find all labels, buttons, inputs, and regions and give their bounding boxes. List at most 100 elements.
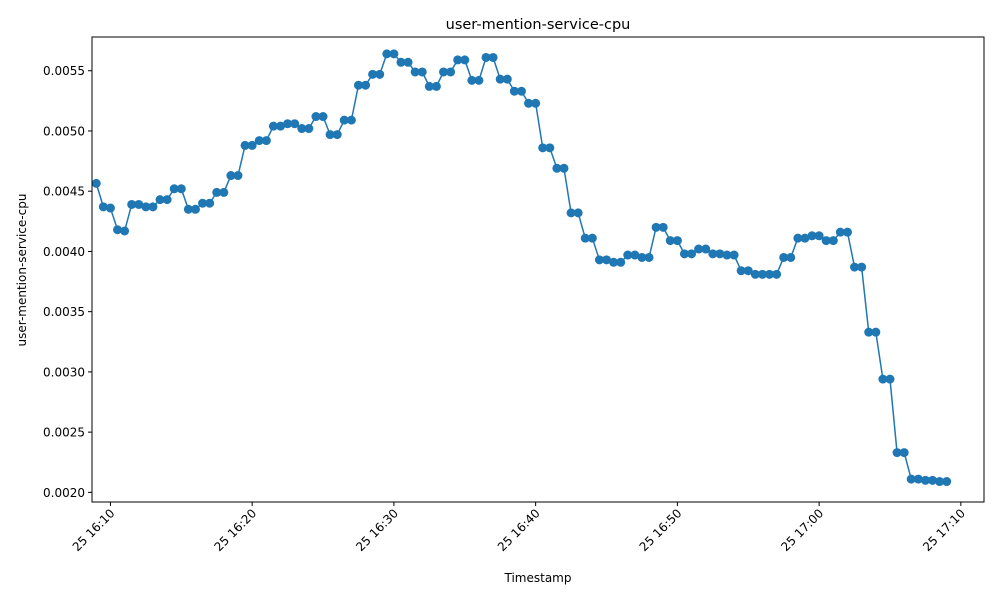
data-point	[212, 187, 222, 197]
data-point	[481, 52, 491, 62]
data-point	[247, 140, 257, 150]
data-point	[389, 49, 399, 59]
data-point	[658, 222, 668, 232]
data-point	[878, 374, 888, 384]
data-point	[566, 208, 576, 218]
data-point	[516, 86, 526, 96]
data-point	[509, 86, 519, 96]
data-point	[403, 57, 413, 67]
y-tick-label: 0.0055	[43, 64, 85, 78]
y-tick-label: 0.0040	[43, 245, 85, 259]
data-point	[361, 80, 371, 90]
data-point	[198, 198, 208, 208]
data-point	[240, 140, 250, 150]
data-point	[857, 262, 867, 272]
data-point	[665, 236, 675, 246]
data-point	[842, 227, 852, 237]
data-point	[524, 98, 534, 108]
data-point	[268, 121, 278, 131]
data-point	[779, 252, 789, 262]
x-axis-label: Timestamp	[504, 571, 572, 585]
data-point	[183, 204, 193, 214]
data-point	[127, 199, 137, 209]
data-point	[722, 250, 732, 260]
data-point	[793, 233, 803, 243]
data-point	[502, 74, 512, 84]
data-point	[219, 187, 229, 197]
data-point	[332, 130, 342, 140]
data-point	[396, 57, 406, 67]
y-tick-label: 0.0025	[43, 426, 85, 440]
data-point	[290, 119, 300, 129]
data-point	[353, 80, 363, 90]
data-point	[105, 203, 115, 213]
data-point	[205, 198, 215, 208]
data-point	[850, 262, 860, 272]
data-point	[899, 448, 909, 458]
data-point	[786, 252, 796, 262]
data-point	[892, 448, 902, 458]
data-point	[453, 55, 463, 65]
data-point	[587, 233, 597, 243]
data-point	[276, 121, 286, 131]
data-point	[928, 475, 937, 485]
data-point	[439, 67, 449, 77]
data-point	[701, 244, 711, 254]
data-point	[190, 204, 200, 214]
data-point	[864, 327, 874, 337]
data-point	[616, 257, 626, 267]
axes-frame	[91, 36, 985, 503]
data-point	[98, 202, 108, 212]
data-point	[382, 49, 392, 59]
data-point	[488, 52, 498, 62]
data-point	[729, 250, 739, 260]
data-point	[460, 55, 470, 65]
data-point	[885, 374, 895, 384]
data-point	[630, 250, 640, 260]
data-point	[339, 115, 349, 125]
y-tick-label: 0.0035	[43, 305, 85, 319]
data-point	[283, 119, 293, 129]
data-point	[602, 255, 612, 265]
data-point	[155, 195, 165, 205]
data-point	[573, 208, 583, 218]
data-point	[297, 124, 307, 134]
plot-area	[91, 49, 952, 487]
data-point	[814, 231, 824, 241]
data-point	[538, 143, 548, 153]
y-tick-label: 0.0030	[43, 365, 85, 379]
data-point	[410, 67, 420, 77]
data-point	[226, 171, 236, 181]
data-point	[644, 252, 654, 262]
data-point	[495, 74, 505, 84]
data-point	[743, 266, 753, 276]
data-point	[311, 112, 321, 122]
data-point	[304, 124, 314, 134]
data-point	[594, 255, 604, 265]
data-point	[113, 225, 123, 235]
data-point	[261, 136, 271, 146]
data-point	[467, 75, 477, 85]
data-point	[913, 474, 923, 484]
data-point	[828, 236, 838, 246]
chart-title: user-mention-service-cpu	[446, 17, 631, 33]
data-point	[91, 178, 101, 188]
data-point	[375, 69, 385, 79]
data-point	[835, 227, 845, 237]
data-point	[120, 226, 130, 236]
data-point	[134, 199, 144, 209]
data-point	[942, 477, 952, 487]
data-point	[431, 81, 441, 91]
data-point	[935, 477, 945, 487]
data-point	[623, 250, 633, 260]
data-point	[687, 249, 697, 259]
data-point	[807, 231, 817, 241]
data-point	[672, 236, 682, 246]
data-point	[346, 115, 356, 125]
data-point	[800, 233, 810, 243]
y-tick-label: 0.0050	[43, 124, 85, 138]
data-point	[694, 244, 704, 254]
data-point	[679, 249, 689, 259]
data-point	[559, 163, 569, 173]
